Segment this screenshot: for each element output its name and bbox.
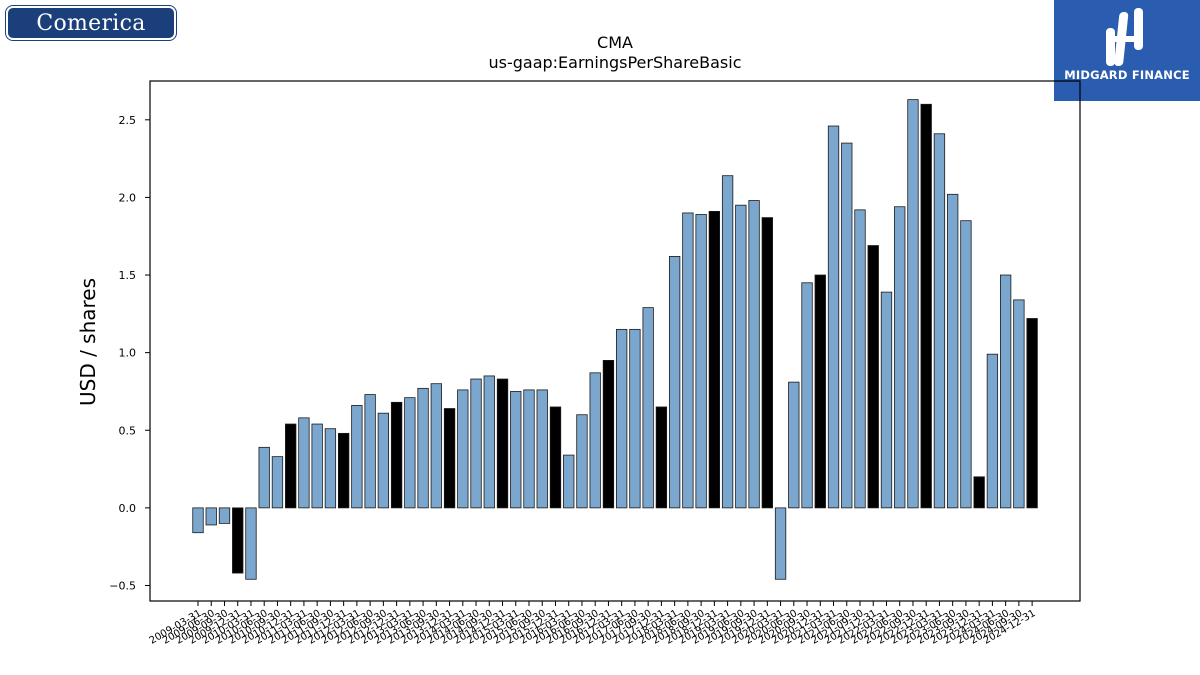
bar-2010-03-31 (245, 507, 257, 580)
bar-2019-09-30 (748, 200, 760, 509)
chart-subtitle: us-gaap:EarningsPerShareBasic (488, 53, 741, 72)
midgard-finance-logo: MIDGARD FINANCE (1054, 0, 1200, 101)
bar-2024-12-31 (1026, 318, 1038, 509)
bar-2024-09-30 (1013, 299, 1025, 509)
bar-2020-03-31 (774, 507, 787, 580)
bar-2016-06-30 (576, 414, 588, 509)
bar-2019-12-31 (761, 217, 773, 509)
bar-2017-12-31 (655, 406, 668, 509)
comerica-logo-text: Comerica (36, 10, 146, 36)
bar-2018-03-31 (668, 255, 681, 509)
bar-2013-12-31 (443, 408, 456, 509)
bar-2009-06-30 (205, 507, 217, 526)
y-ticks-group: −0.5 0.0 0.5 1.0 1.5 2.0 2.5 (109, 114, 150, 592)
y-tick-label: 1.0 (119, 347, 137, 360)
bar-2021-06-30 (841, 142, 853, 509)
bar-2015-06-30 (523, 389, 535, 509)
midgard-mark-icon (1106, 8, 1143, 66)
bar-2014-06-30 (470, 378, 482, 509)
bar-2023-09-30 (960, 220, 972, 509)
bar-2019-06-30 (735, 204, 747, 509)
bar-2021-09-30 (854, 209, 866, 509)
y-tick-label: 2.5 (119, 114, 137, 127)
chart-title: CMA (597, 33, 633, 52)
y-axis-label: USD / shares (76, 278, 100, 406)
bar-2010-09-30 (271, 456, 284, 509)
bar-2022-12-31 (920, 103, 932, 509)
bar-2018-06-30 (682, 212, 694, 509)
bar-2013-06-30 (417, 387, 429, 509)
bar-2024-03-31 (986, 353, 999, 509)
x-ticks-group: 2009-03-312009-06-302009-09-302009-12-31… (148, 601, 1038, 647)
bar-2022-03-31 (880, 291, 893, 509)
bar-2009-09-30 (218, 507, 231, 524)
plot-frame (149, 80, 1081, 602)
bar-2011-06-30 (311, 423, 323, 509)
bar-2013-09-30 (430, 383, 442, 509)
y-tick-label: 0.5 (119, 424, 137, 437)
bar-2017-03-31 (616, 328, 628, 509)
bar-2020-06-30 (788, 381, 800, 509)
bar-2014-09-30 (483, 375, 495, 509)
bar-2023-06-30 (947, 193, 959, 509)
bar-2011-09-30 (324, 428, 337, 509)
bar-2012-06-30 (364, 394, 376, 509)
bar-2020-09-30 (801, 282, 813, 509)
y-tick-label: 2.0 (119, 191, 137, 204)
bar-2021-12-31 (867, 245, 879, 509)
y-tick-label: 1.5 (119, 269, 137, 282)
bar-2019-03-31 (721, 175, 734, 509)
bar-2023-12-31 (973, 476, 985, 509)
bar-2022-06-30 (894, 206, 906, 509)
bar-2015-09-30 (536, 389, 548, 509)
bar-2020-12-31 (814, 274, 826, 509)
bar-2023-03-31 (933, 133, 946, 509)
bar-2016-03-31 (563, 454, 575, 509)
bar-2012-03-31 (351, 405, 363, 509)
bar-2022-09-30 (907, 99, 919, 509)
bar-2013-03-31 (404, 397, 416, 509)
bar-2021-03-31 (827, 125, 840, 509)
bar-2015-03-31 (510, 391, 522, 509)
comerica-logo: Comerica (6, 6, 176, 40)
bar-2011-03-31 (298, 417, 310, 509)
bar-2016-12-31 (602, 359, 615, 509)
bar-2010-06-30 (258, 446, 270, 509)
bar-2009-12-31 (232, 507, 244, 574)
bars-group (192, 99, 1038, 580)
midgard-logo-text: MIDGARD FINANCE (1064, 68, 1190, 82)
bar-2017-09-30 (642, 307, 654, 509)
bar-2017-06-30 (629, 328, 641, 509)
bar-2009-03-31 (192, 507, 204, 534)
bar-2014-12-31 (496, 378, 509, 509)
bar-2014-03-31 (457, 389, 469, 509)
y-tick-label: 0.0 (119, 502, 137, 515)
bar-2010-12-31 (285, 423, 297, 509)
bar-2012-09-30 (377, 412, 390, 509)
bar-2018-09-30 (695, 214, 707, 509)
bar-2024-06-30 (999, 274, 1012, 509)
bar-2018-12-31 (708, 210, 721, 509)
bar-2012-12-31 (390, 401, 403, 509)
y-tick-label: −0.5 (109, 579, 136, 592)
bar-2016-09-30 (589, 372, 601, 509)
bar-2015-12-31 (549, 406, 562, 509)
bar-2011-12-31 (337, 432, 350, 509)
